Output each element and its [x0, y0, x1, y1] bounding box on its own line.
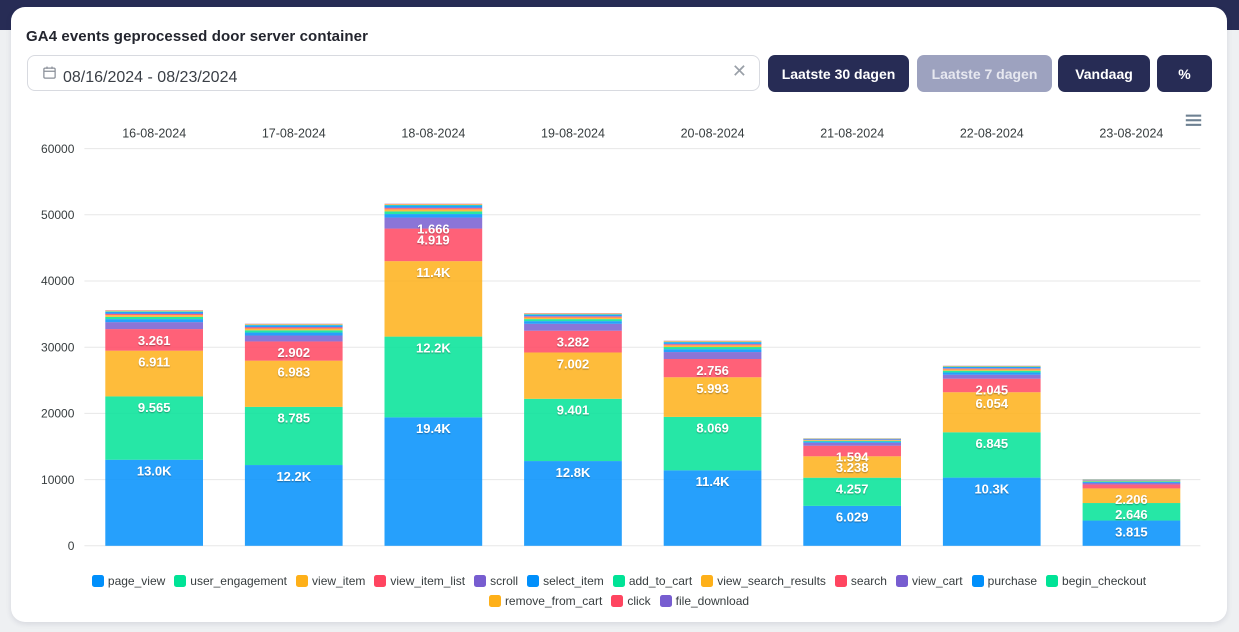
svg-text:1.666: 1.666 — [417, 221, 450, 236]
svg-text:30000: 30000 — [41, 340, 75, 354]
svg-text:11.4K: 11.4K — [696, 474, 731, 489]
svg-text:10000: 10000 — [41, 473, 75, 487]
svg-text:22-08-2024: 22-08-2024 — [960, 127, 1024, 141]
svg-text:23-08-2024: 23-08-2024 — [1099, 127, 1163, 141]
svg-text:8.069: 8.069 — [696, 421, 729, 436]
svg-text:2.045: 2.045 — [976, 383, 1009, 398]
svg-text:2.206: 2.206 — [1115, 492, 1148, 507]
svg-text:21-08-2024: 21-08-2024 — [820, 127, 884, 141]
svg-text:18-08-2024: 18-08-2024 — [401, 127, 465, 141]
svg-text:6.911: 6.911 — [138, 355, 170, 370]
svg-text:3.238: 3.238 — [836, 460, 869, 475]
svg-text:5.993: 5.993 — [696, 381, 729, 396]
svg-text:3.282: 3.282 — [557, 335, 590, 350]
svg-text:11.4K: 11.4K — [416, 265, 451, 280]
svg-text:20000: 20000 — [41, 407, 75, 421]
svg-text:2.902: 2.902 — [278, 345, 311, 360]
svg-text:4.257: 4.257 — [836, 482, 869, 497]
svg-text:12.8K: 12.8K — [556, 465, 591, 480]
svg-text:6.983: 6.983 — [278, 365, 311, 380]
svg-text:6.054: 6.054 — [976, 396, 1009, 411]
svg-text:6.029: 6.029 — [836, 510, 869, 525]
svg-text:13.0K: 13.0K — [137, 464, 172, 479]
svg-text:0: 0 — [68, 539, 75, 553]
svg-text:60000: 60000 — [41, 142, 75, 156]
svg-text:2.646: 2.646 — [1115, 507, 1148, 522]
svg-text:40000: 40000 — [41, 274, 75, 288]
svg-text:6.845: 6.845 — [976, 436, 1009, 451]
svg-text:7.002: 7.002 — [557, 356, 590, 371]
svg-text:50000: 50000 — [41, 208, 75, 222]
svg-text:3.261: 3.261 — [138, 333, 171, 348]
svg-text:19-08-2024: 19-08-2024 — [541, 127, 605, 141]
svg-text:9.401: 9.401 — [557, 403, 590, 418]
svg-text:4.919: 4.919 — [417, 232, 450, 247]
svg-text:20-08-2024: 20-08-2024 — [681, 127, 745, 141]
svg-text:17-08-2024: 17-08-2024 — [262, 127, 326, 141]
svg-text:19.4K: 19.4K — [416, 421, 451, 436]
svg-text:2.756: 2.756 — [696, 363, 729, 378]
svg-text:12.2K: 12.2K — [276, 469, 311, 484]
svg-text:3.815: 3.815 — [1115, 524, 1148, 539]
svg-text:12.2K: 12.2K — [416, 340, 451, 355]
svg-text:9.565: 9.565 — [138, 400, 171, 415]
svg-text:16-08-2024: 16-08-2024 — [122, 127, 186, 141]
svg-text:10.3K: 10.3K — [974, 481, 1009, 496]
svg-text:8.785: 8.785 — [278, 411, 311, 426]
svg-text:1.594: 1.594 — [836, 450, 869, 465]
